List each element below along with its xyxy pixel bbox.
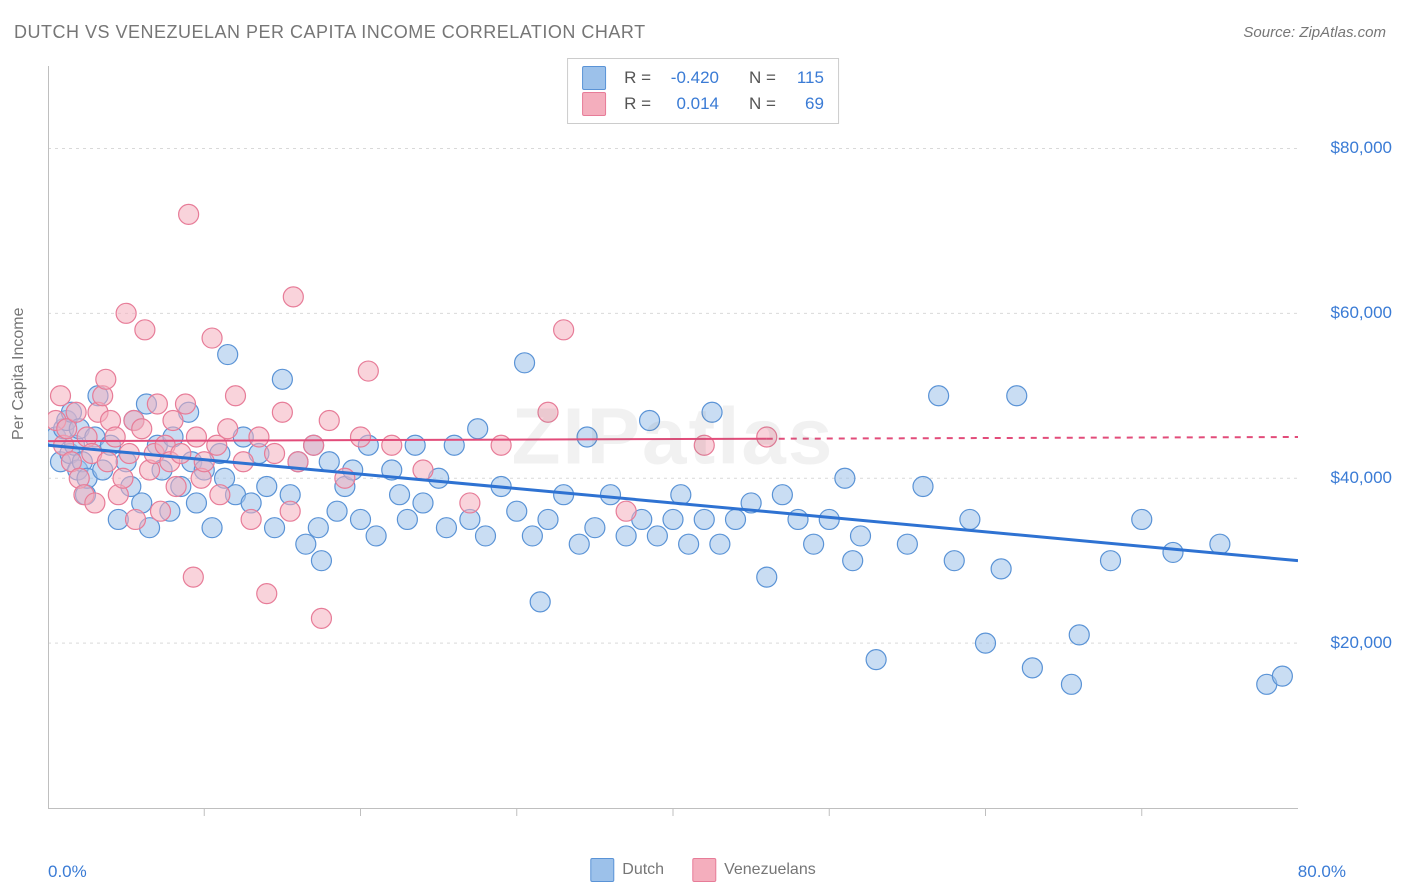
source-site: ZipAtlas.com bbox=[1299, 24, 1386, 41]
legend-label-dutch: Dutch bbox=[622, 861, 664, 878]
correlation-swatch-dutch bbox=[582, 66, 606, 90]
legend-swatch-dutch bbox=[590, 858, 614, 882]
chart-svg bbox=[48, 56, 1298, 826]
legend-item-dutch: Dutch bbox=[590, 858, 664, 882]
y-tick-label: $20,000 bbox=[1331, 633, 1392, 653]
r-label: R = bbox=[624, 91, 651, 117]
n-label: N = bbox=[749, 91, 776, 117]
x-axis-max-label: 80.0% bbox=[1298, 862, 1346, 882]
y-tick-label: $80,000 bbox=[1331, 138, 1392, 158]
n-value-venezuelans: 69 bbox=[786, 91, 824, 117]
y-axis-label: Per Capita Income bbox=[10, 307, 28, 440]
legend-label-venezuelans: Venezuelans bbox=[724, 861, 816, 878]
correlation-swatch-venezuelans bbox=[582, 92, 606, 116]
n-label: N = bbox=[749, 65, 776, 91]
n-value-dutch: 115 bbox=[786, 65, 824, 91]
x-axis-min-label: 0.0% bbox=[48, 862, 87, 882]
r-value-venezuelans: 0.014 bbox=[661, 91, 719, 117]
legend-item-venezuelans: Venezuelans bbox=[692, 858, 816, 882]
scatter-chart: ZIPatlas bbox=[48, 56, 1298, 826]
r-label: R = bbox=[624, 65, 651, 91]
correlation-legend: R = -0.420 N = 115 R = 0.014 N = 69 bbox=[567, 58, 839, 124]
chart-title: DUTCH VS VENEZUELAN PER CAPITA INCOME CO… bbox=[14, 22, 646, 43]
source-prefix: Source: bbox=[1243, 24, 1299, 41]
y-tick-label: $40,000 bbox=[1331, 468, 1392, 488]
legend-swatch-venezuelans bbox=[692, 858, 716, 882]
y-tick-label: $60,000 bbox=[1331, 303, 1392, 323]
correlation-row-venezuelans: R = 0.014 N = 69 bbox=[582, 91, 824, 117]
source-credit: Source: ZipAtlas.com bbox=[1243, 24, 1386, 41]
correlation-row-dutch: R = -0.420 N = 115 bbox=[582, 65, 824, 91]
series-legend: Dutch Venezuelans bbox=[590, 858, 815, 882]
r-value-dutch: -0.420 bbox=[661, 65, 719, 91]
